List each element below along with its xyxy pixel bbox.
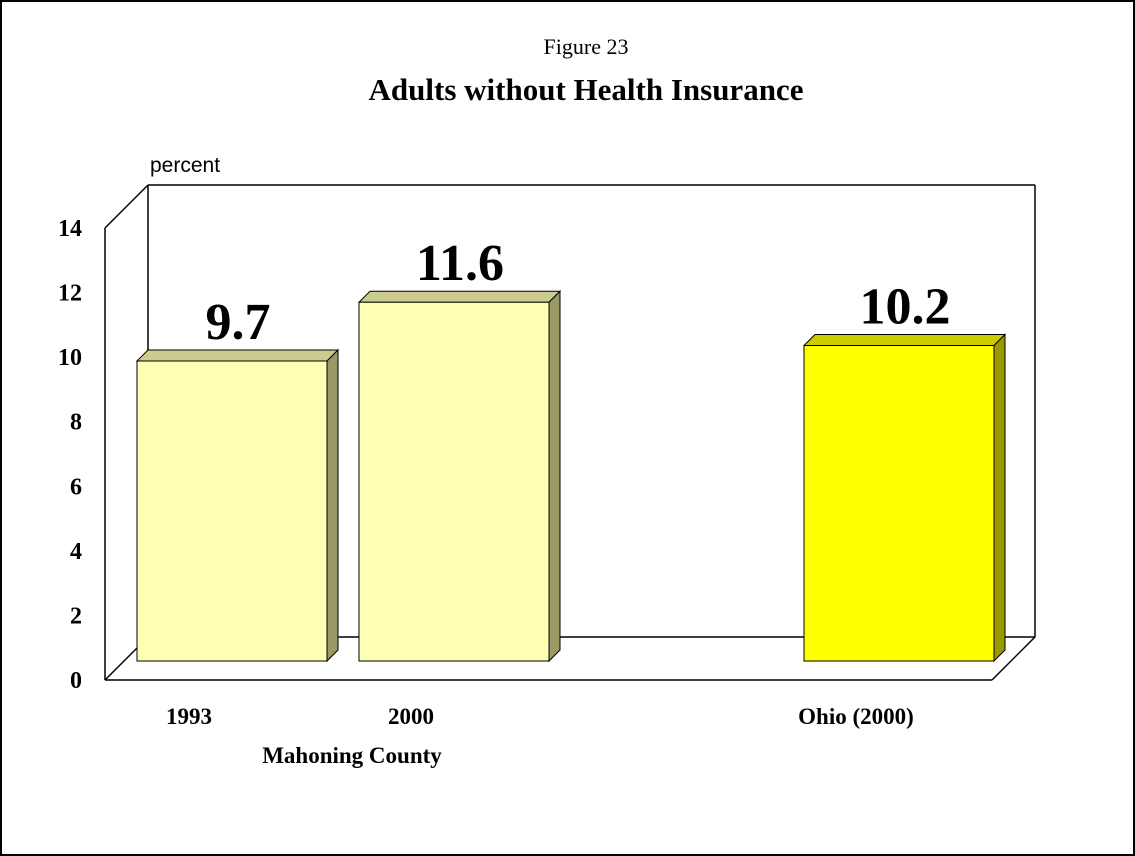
floor-right-edge [991, 636, 1036, 681]
x-axis-labels: 1993 2000 Ohio (2000) [166, 704, 914, 729]
group-label: Mahoning County [262, 743, 442, 768]
bar-side-face [548, 290, 561, 663]
bar-front-face [803, 345, 995, 662]
x-tick-label: 1993 [166, 704, 212, 729]
bars: 9.7 11.6 10.2 [135, 235, 1007, 663]
y-tick-label: 10 [58, 345, 82, 371]
bar-front-face [358, 301, 550, 662]
bar-side-face [326, 348, 339, 663]
bar-top-face [357, 290, 562, 303]
bar-value-label: 10.2 [860, 279, 951, 336]
y-tick-label: 0 [70, 668, 82, 694]
side-wall-top-edge [104, 184, 149, 229]
chart-subtitle: Figure 23 [544, 34, 629, 59]
y-tick-label: 12 [58, 281, 82, 307]
y-tick-label: 14 [58, 216, 82, 242]
y-axis-label: percent [150, 154, 220, 177]
x-tick-label: 2000 [388, 704, 434, 729]
bar-value-label: 11.6 [416, 235, 504, 292]
bar: 9.7 [135, 294, 340, 663]
y-tick-label: 2 [70, 603, 82, 629]
y-tick-label: 6 [70, 474, 82, 500]
bar: 11.6 [357, 235, 562, 663]
chart-title: Adults without Health Insurance [369, 72, 804, 107]
bar-value-label: 9.7 [206, 294, 271, 351]
y-tick-label: 4 [70, 539, 82, 565]
y-axis-ticks: 0 2 4 6 8 10 12 14 [58, 216, 82, 694]
bar: 10.2 [802, 279, 1007, 663]
bar-front-face [136, 360, 328, 662]
bar-top-face [135, 349, 340, 362]
x-tick-label: Ohio (2000) [798, 704, 914, 729]
y-tick-label: 8 [70, 410, 82, 436]
bar-top-face [802, 334, 1007, 347]
bar-side-face [993, 333, 1006, 663]
